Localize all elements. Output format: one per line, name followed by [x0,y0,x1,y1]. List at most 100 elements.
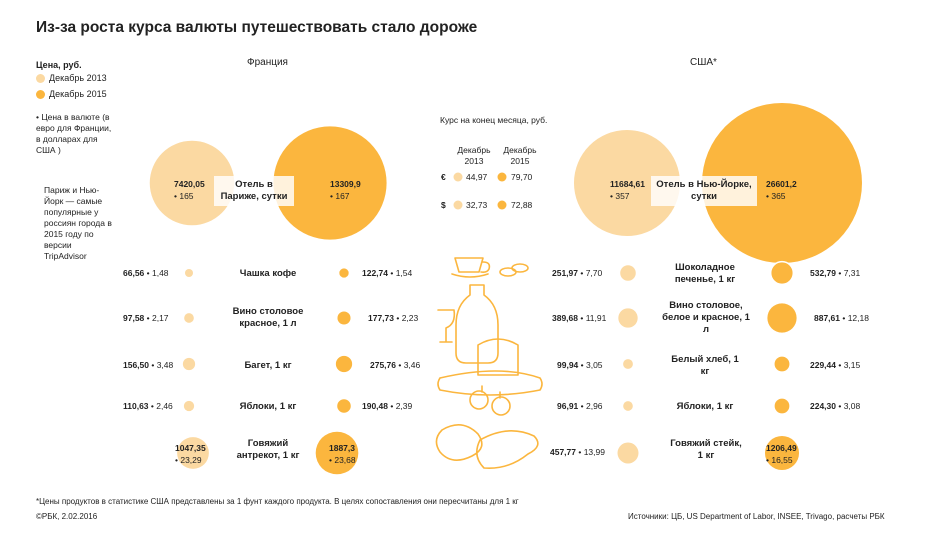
fr-coffee-2015-rub: 122,74 [362,268,388,278]
fr-beef-2015-rub: 1887,3 [329,443,355,453]
fr-coffee-label: Чашка кофе [239,268,297,279]
rates-col-2015: Декабрь 2015 [503,145,537,166]
bubble-us-2015-2 [767,303,797,333]
coffee-cup-icon [451,257,491,278]
ny-2015-cur-prefix: • [766,191,772,201]
us-apples-2013-rub: 96,91 [557,401,579,411]
legend-swatch-2015 [36,89,45,99]
bread-icon [437,338,543,396]
us-steak-2015-cur: 16,55 [771,455,793,465]
us-bread-2015: 229,44 • 3,15 [810,360,861,370]
us-apples-2013-cur: 2,96 [585,401,603,411]
usa-header: США* [690,57,717,68]
cookies-icon [499,263,529,277]
bubble-fr-2015-5 [315,431,359,475]
hotel-paris-label: Отель в Париже, сутки [214,176,294,206]
paris-2015-rub: 13309,9 [330,179,361,189]
us-steak-label: Говяжий стейк, 1 кг [670,438,742,461]
rate-usd-2015: 72,88 [511,200,533,210]
ny-2015-cur: 365 [771,191,786,201]
legend-heading: Цена, руб. [36,60,82,70]
us-apples-2015-rub: 224,30 [810,401,836,411]
us-cookies-2015: 532,79 • 7,31 [810,268,861,278]
us-apples-label: Яблоки, 1 кг [676,401,734,412]
bubble-fr-2015-3 [335,355,353,373]
fr-bread-2015-rub: 275,76 [370,360,396,370]
fr-bread-label: Багет, 1 кг [244,360,292,371]
us-wine-2013-cur: 11,91 [585,313,607,323]
ny-2013-value: 11684,61 • 357 [610,178,645,202]
fr-wine-2015-cur: 2,23 [401,313,419,323]
bubble-us-2015-1 [769,260,795,286]
footer-copyright: ©РБК, 2.02.2016 [36,512,98,521]
footer-sources: Источники: ЦБ, US Department of Labor, I… [628,512,885,521]
bubble-fr-2013-4 [183,400,195,412]
chart-title: Из-за роста курса валюты путешествовать … [36,19,478,36]
bubble-fr-2013-3 [182,357,196,371]
fr-wine-2013-cur: 2,17 [151,313,169,323]
bubble-fr-2013-5 [177,437,209,469]
bubble-us-2013-3 [623,359,633,369]
bubble-us-2015-5 [764,435,800,471]
us-apples-2015: 224,30 • 3,08 [810,401,861,411]
paris-2013-value: 7420,05 • 165 [174,178,205,202]
bubble-us-2013-0 [573,129,681,237]
us-bread-label: Белый хлеб, 1 кг [671,354,739,377]
rate-dot-3 [497,200,507,210]
ny-2013-rub: 11684,61 [610,179,645,189]
ny-2015-rub: 26601,2 [766,179,797,189]
hotel-ny-label: Отель в Нью-Йорке, сутки [651,176,757,206]
bubble-fr-2013-0 [149,140,235,226]
us-wine-2015: 887,61 • 12,18 [814,313,869,323]
fr-apples-2013: 110,63 • 2,46 [123,401,173,411]
rate-usd-2013: 32,73 [466,200,488,210]
bubble-us-2013-2 [618,308,638,328]
fr-apples-label: Яблоки, 1 кг [239,401,297,412]
fr-beef-2013: 1047,35 • 23,29 [175,443,206,465]
us-cookies-2013-rub: 251,97 [552,268,578,278]
us-bread-2013: 99,94 • 3,05 [557,360,603,370]
rate-eur-2015: 79,70 [511,172,533,182]
us-cookies-2013-cur: 7,70 [585,268,603,278]
fr-bread-2015: 275,76 • 3,46 [370,360,421,370]
fr-bread-2013-cur: 3,48 [156,360,174,370]
bubble-us-2015-4 [774,398,790,414]
fr-coffee-2015: 122,74 • 1,54 [362,268,413,278]
us-bread-2015-cur: 3,15 [843,360,861,370]
fr-bread-2013-rub: 156,50 [123,360,149,370]
legend-swatch-2013 [36,73,45,83]
us-cookies-2015-cur: 7,31 [843,268,861,278]
bubble-us-2013-1 [620,265,636,281]
bubble-fr-2015-1 [337,266,351,280]
fr-wine-2015: 177,73 • 2,23 [368,313,419,323]
fr-coffee-2013-rub: 66,56 [123,268,145,278]
rate-usd-symbol: $ [441,200,446,210]
rates-col-2013: Декабрь 2013 [457,145,491,166]
fr-bread-2013: 156,50 • 3,48 [123,360,174,370]
steak-icon [435,424,539,470]
fr-coffee-2015-cur: 1,54 [395,268,413,278]
us-wine-2013-rub: 389,68 [552,313,578,323]
fr-beef-2013-cur: 23,29 [180,455,202,465]
fr-beef-2013-rub: 1047,35 [175,443,206,453]
us-cookies-2013: 251,97 • 7,70 [552,268,603,278]
bubble-fr-2013-1 [184,268,194,278]
fr-coffee-2013: 66,56 • 1,48 [123,268,169,278]
fr-apples-2013-rub: 110,63 [123,401,149,411]
fr-beef-label: Говяжий антрекот, 1 кг [236,438,300,461]
fr-beef-2015: 1887,3 • 23,68 [329,443,356,465]
fr-wine-2015-rub: 177,73 [368,313,394,323]
footer-note: *Цены продуктов в статистике США предста… [36,497,519,506]
paris-2013-cur: 165 [179,191,194,201]
us-bread-2013-rub: 99,94 [557,360,579,370]
bubble-us-2015-0 [702,103,862,263]
side-note: Париж и Нью-Йорк — самые популярные у ро… [44,185,112,261]
ny-2013-cur: 357 [615,191,630,201]
france-header: Франция [247,57,288,68]
ny-2013-cur-prefix: • [610,191,616,201]
fr-beef-2015-cur: 23,68 [334,455,356,465]
us-cookies-2015-rub: 532,79 [810,268,836,278]
us-steak-2013-cur: 13,99 [583,447,605,457]
us-apples-2013: 96,91 • 2,96 [557,401,603,411]
ny-2015-value: 26601,2 • 365 [766,178,797,202]
